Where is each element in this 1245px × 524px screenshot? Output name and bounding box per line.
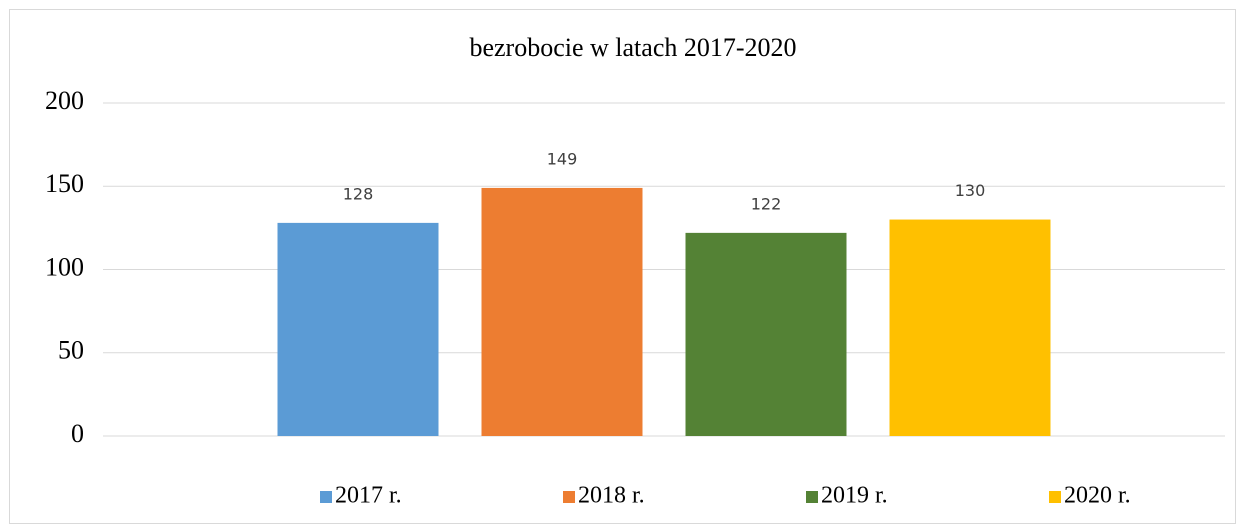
- y-tick-label: 100: [45, 252, 84, 281]
- bar: [685, 232, 847, 436]
- data-label: 130: [955, 181, 986, 200]
- legend-label: 2019 r.: [821, 483, 888, 509]
- data-label: 128: [343, 184, 374, 203]
- y-tick-label: 0: [71, 419, 84, 448]
- legend-swatch: [320, 491, 332, 503]
- bar: [889, 219, 1051, 436]
- legend-swatch: [1049, 491, 1061, 503]
- legend-label: 2017 r.: [335, 483, 402, 509]
- legend-label: 2018 r.: [578, 483, 645, 509]
- y-tick-label: 50: [58, 336, 84, 365]
- bar: [481, 187, 643, 436]
- chart-title: bezrobocie w latach 2017-2020: [469, 33, 796, 62]
- y-tick-label: 200: [45, 86, 84, 115]
- legend-label: 2020 r.: [1064, 483, 1131, 509]
- legend-swatch: [806, 491, 818, 503]
- data-label: 122: [751, 194, 782, 213]
- bar: [277, 222, 439, 436]
- data-label: 149: [547, 149, 578, 168]
- y-tick-label: 150: [45, 169, 84, 198]
- legend-swatch: [563, 491, 575, 503]
